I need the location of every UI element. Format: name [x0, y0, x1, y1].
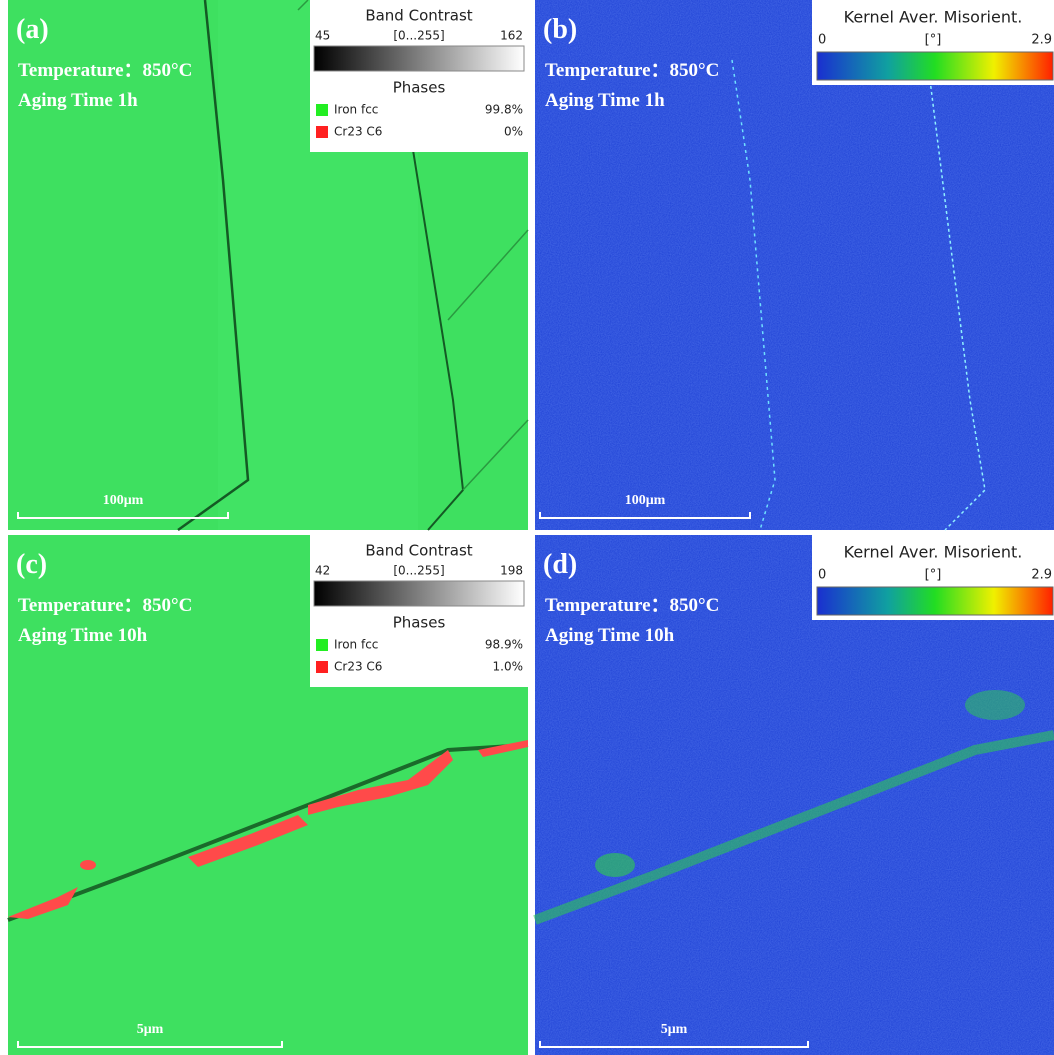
temperature: Temperature：850°C [18, 595, 192, 616]
legend-max: 2.9 [1031, 568, 1052, 583]
scale-bar-label: 5μm [661, 1022, 688, 1037]
color-bar [817, 587, 1053, 615]
panel-label: (c) [16, 549, 47, 580]
legend-unit: [0...255] [393, 29, 444, 43]
legend-min: 0 [818, 568, 826, 583]
panel-label: (d) [543, 549, 577, 580]
legend-title: Band Contrast [365, 7, 472, 25]
legend-unit: [0...255] [393, 564, 444, 578]
scale-bar-label: 100μm [103, 493, 144, 508]
phase-name: Cr23 C6 [334, 125, 382, 139]
legend: Band Contrast 45 [0...255] 162 Phases Iron fc… [310, 0, 528, 152]
aging-time: Aging Time 1h [545, 90, 665, 111]
color-bar [817, 52, 1053, 80]
strain-spot [595, 853, 635, 877]
phase-name: Iron fcc [334, 103, 378, 117]
panel: (d) Temperature：850°C Aging Time 10h 5μm Ker… [535, 535, 1054, 1055]
color-bar [314, 581, 524, 606]
legend: Kernel Aver. Misorient. 0 [°] 2.9 [812, 0, 1054, 85]
temperature: Temperature：850°C [545, 60, 719, 81]
phase-swatch [316, 126, 328, 138]
scale-bar-label: 100μm [625, 493, 666, 508]
legend-unit: [°] [925, 33, 942, 48]
panel-label: (a) [16, 14, 49, 45]
phase-name: Cr23 C6 [334, 660, 382, 674]
phase-swatch [316, 639, 328, 651]
phases-title: Phases [393, 614, 446, 632]
strain-spot [965, 690, 1025, 720]
phase-value: 98.9% [485, 638, 523, 652]
figure: (a) Temperature：850°C Aging Time 1h 100μm Ba… [0, 0, 1054, 1055]
temperature: Temperature：850°C [545, 595, 719, 616]
legend-min: 45 [315, 29, 330, 43]
legend-max: 198 [500, 564, 523, 578]
legend: Band Contrast 42 [0...255] 198 Phases Iron fc… [310, 535, 528, 687]
legend-min: 0 [818, 33, 826, 48]
legend-title: Kernel Aver. Misorient. [844, 543, 1023, 562]
phase-swatch [316, 661, 328, 673]
phase-value: 99.8% [485, 103, 523, 117]
carbide [80, 860, 96, 870]
legend: Kernel Aver. Misorient. 0 [°] 2.9 [812, 535, 1054, 620]
aging-time: Aging Time 10h [545, 625, 675, 646]
panel: (c) Temperature：850°C Aging Time 10h 5μm Ban… [8, 535, 528, 1055]
phase-value: 0% [504, 125, 523, 139]
color-bar [314, 46, 524, 71]
aging-time: Aging Time 1h [18, 90, 138, 111]
scale-bar-label: 5μm [137, 1022, 164, 1037]
legend-title: Kernel Aver. Misorient. [844, 8, 1023, 27]
phase-swatch [316, 104, 328, 116]
phase-name: Iron fcc [334, 638, 378, 652]
legend-title: Band Contrast [365, 542, 472, 560]
legend-max: 162 [500, 29, 523, 43]
legend-max: 2.9 [1031, 33, 1052, 48]
panel: (a) Temperature：850°C Aging Time 1h 100μm Ba… [8, 0, 528, 530]
phase-value: 1.0% [493, 660, 524, 674]
aging-time: Aging Time 10h [18, 625, 148, 646]
panel: (b) Temperature：850°C Aging Time 1h 100μm Ke… [535, 0, 1054, 530]
legend-unit: [°] [925, 568, 942, 583]
temperature: Temperature：850°C [18, 60, 192, 81]
panel-label: (b) [543, 14, 577, 45]
legend-min: 42 [315, 564, 330, 578]
phases-title: Phases [393, 79, 446, 97]
